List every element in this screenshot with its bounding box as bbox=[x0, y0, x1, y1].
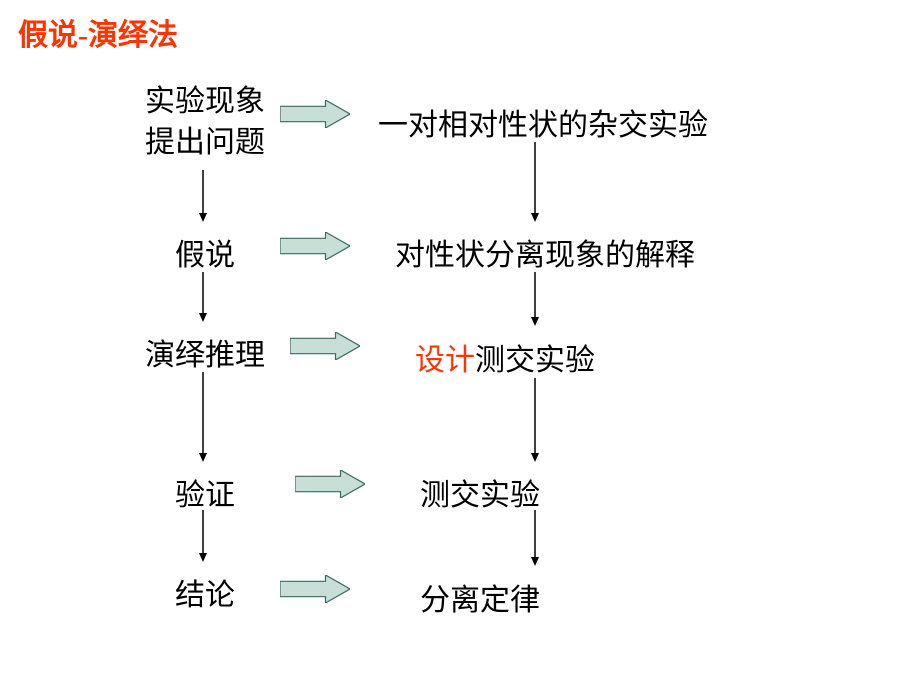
node-left-1-line1: 实验现象 bbox=[145, 82, 265, 123]
node-left-4-label: 验证 bbox=[175, 479, 235, 512]
node-left-4: 验证 bbox=[175, 470, 235, 514]
arrow-down-icon bbox=[197, 170, 209, 222]
arrow-down-icon bbox=[197, 372, 209, 462]
node-right-1: 一对相对性状的杂交实验 bbox=[378, 100, 708, 144]
node-left-2: 假说 bbox=[175, 230, 235, 274]
arrow-right-icon bbox=[280, 575, 350, 603]
node-right-4: 测交实验 bbox=[420, 470, 540, 514]
node-left-1-line2: 提出问题 bbox=[145, 123, 265, 164]
arrow-down-icon bbox=[529, 378, 541, 462]
arrow-down-icon bbox=[529, 272, 541, 326]
node-left-5-label: 结论 bbox=[175, 579, 235, 612]
node-left-3-label: 演绎推理 bbox=[145, 339, 265, 372]
node-left-2-label: 假说 bbox=[175, 239, 235, 272]
node-right-3: 设计测交实验 bbox=[415, 335, 595, 379]
arrow-down-icon bbox=[197, 510, 209, 562]
node-right-3-highlight: 设计 bbox=[415, 344, 475, 377]
node-right-2: 对性状分离现象的解释 bbox=[395, 230, 695, 274]
node-left-3: 演绎推理 bbox=[145, 330, 265, 374]
arrow-right-icon bbox=[280, 232, 350, 260]
node-right-4-label: 测交实验 bbox=[420, 479, 540, 512]
diagram-title: 假说-演绎法 bbox=[18, 10, 178, 54]
node-right-2-label: 对性状分离现象的解释 bbox=[395, 239, 695, 272]
arrow-right-icon bbox=[295, 470, 365, 498]
node-left-5: 结论 bbox=[175, 570, 235, 614]
arrow-down-icon bbox=[197, 272, 209, 322]
node-right-1-label: 一对相对性状的杂交实验 bbox=[378, 109, 708, 142]
arrow-down-icon bbox=[529, 142, 541, 222]
arrow-down-icon bbox=[529, 510, 541, 566]
arrow-right-icon bbox=[280, 100, 350, 128]
node-left-1: 实验现象 提出问题 bbox=[145, 82, 265, 163]
node-right-5-label: 分离定律 bbox=[420, 584, 540, 617]
arrow-right-icon bbox=[290, 332, 360, 360]
node-right-5: 分离定律 bbox=[420, 575, 540, 619]
node-right-3-rest: 测交实验 bbox=[475, 344, 595, 377]
